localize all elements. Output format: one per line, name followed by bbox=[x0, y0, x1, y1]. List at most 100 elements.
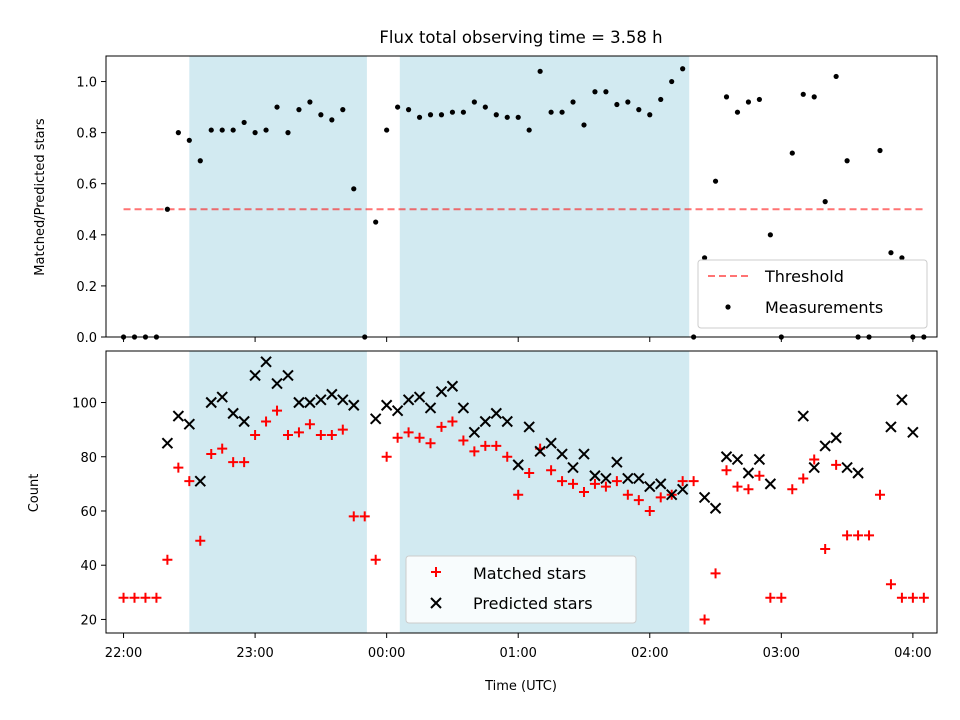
measurement-point bbox=[844, 158, 850, 164]
matched-point bbox=[173, 462, 184, 473]
measurement-point bbox=[614, 101, 620, 108]
predicted-point bbox=[435, 385, 448, 398]
matched-point bbox=[326, 430, 337, 441]
predicted-point bbox=[512, 459, 524, 471]
predicted-point bbox=[457, 402, 470, 414]
predicted-point bbox=[567, 461, 579, 474]
matched-point bbox=[546, 465, 557, 476]
matched-point bbox=[129, 592, 140, 603]
legend: Matched stars Predicted stars bbox=[405, 555, 637, 624]
bottom-y-axis-label: Count bbox=[27, 474, 42, 513]
predicted-point bbox=[183, 418, 196, 430]
matched-point bbox=[370, 554, 381, 565]
measurement-point bbox=[164, 206, 170, 212]
matched-point bbox=[217, 443, 228, 454]
matched-point bbox=[765, 592, 776, 603]
predicted-point bbox=[896, 394, 908, 406]
measurement-point bbox=[537, 68, 543, 74]
matched-point bbox=[721, 465, 732, 476]
measurement-point bbox=[186, 137, 192, 143]
matched-point bbox=[513, 489, 524, 500]
predicted-point bbox=[830, 432, 842, 444]
predicted-point bbox=[698, 491, 711, 504]
measurement-point bbox=[395, 104, 401, 110]
predicted-point bbox=[808, 461, 820, 474]
measurement-point bbox=[603, 89, 609, 95]
predicted-point bbox=[304, 396, 316, 409]
axes-frame bbox=[105, 350, 938, 634]
predicted-point bbox=[161, 437, 174, 449]
matched-point bbox=[469, 446, 480, 457]
measurement-point bbox=[416, 114, 423, 120]
measurement-point bbox=[723, 94, 730, 100]
matched-point bbox=[568, 478, 579, 489]
matched-point bbox=[239, 457, 250, 468]
measurement-point bbox=[767, 232, 773, 238]
matched-point bbox=[250, 430, 261, 441]
measurement-point bbox=[515, 114, 521, 120]
y-tick-label: 40 bbox=[80, 559, 97, 574]
matched-point bbox=[447, 416, 458, 427]
measurement-point bbox=[899, 255, 905, 261]
measurement-point bbox=[526, 127, 532, 133]
predicted-point bbox=[907, 426, 919, 439]
measurement-point bbox=[701, 255, 708, 261]
matched-point bbox=[140, 592, 151, 603]
x-axis-label: Time (UTC) bbox=[484, 679, 557, 694]
matched-point bbox=[458, 435, 469, 446]
y-tick-label: 0.6 bbox=[76, 178, 97, 193]
matched-point bbox=[732, 481, 743, 492]
legend-measurement-swatch bbox=[725, 304, 731, 310]
measurement-point bbox=[800, 91, 806, 97]
measurement-point bbox=[175, 130, 181, 136]
predicted-point bbox=[205, 396, 217, 409]
matched-point bbox=[743, 484, 754, 495]
predicted-point bbox=[468, 426, 481, 439]
predicted-point bbox=[282, 369, 294, 382]
predicted-point bbox=[885, 421, 897, 433]
matched-point bbox=[907, 592, 918, 603]
measurement-point bbox=[329, 117, 335, 123]
predicted-point bbox=[348, 399, 360, 411]
legend-threshold-label: Threshold bbox=[764, 267, 844, 286]
measurement-point bbox=[274, 104, 280, 110]
measurement-point bbox=[756, 96, 762, 103]
y-tick-label: 1.0 bbox=[76, 76, 97, 91]
measurement-point bbox=[658, 96, 664, 103]
predicted-point bbox=[402, 394, 415, 406]
matched-point bbox=[162, 554, 173, 565]
predicted-point bbox=[369, 413, 382, 425]
measurement-point bbox=[285, 130, 291, 136]
matched-point bbox=[261, 416, 272, 427]
measurement-point bbox=[581, 122, 587, 128]
predicted-point bbox=[644, 480, 656, 493]
matched-point bbox=[480, 440, 491, 451]
matched-point bbox=[272, 405, 283, 416]
measurement-point bbox=[647, 112, 653, 118]
matched-point bbox=[699, 614, 710, 625]
legend-measurement-label: Measurements bbox=[765, 298, 883, 317]
measurement-point bbox=[712, 178, 719, 184]
y-tick-label: 100 bbox=[72, 397, 97, 412]
matched-point bbox=[589, 478, 600, 489]
predicted-point bbox=[611, 456, 623, 468]
matched-point bbox=[315, 430, 326, 441]
predicted-point bbox=[578, 448, 590, 460]
measurement-point bbox=[449, 109, 456, 115]
predicted-point bbox=[556, 448, 568, 460]
matched-point bbox=[842, 530, 853, 541]
x-tick-label: 03:00 bbox=[763, 646, 800, 661]
y-tick-label: 60 bbox=[80, 505, 97, 520]
legend-predicted-label: Predicted stars bbox=[473, 594, 593, 613]
measurement-point bbox=[493, 112, 499, 118]
matched-point bbox=[578, 487, 589, 497]
measurement-point bbox=[427, 112, 434, 118]
predicted-point bbox=[534, 445, 546, 458]
y-tick-label: 0.4 bbox=[76, 229, 97, 244]
measurement-point bbox=[197, 158, 203, 164]
measurement-point bbox=[219, 127, 225, 133]
predicted-point bbox=[326, 388, 338, 401]
measurement-point bbox=[384, 127, 390, 133]
predicted-point bbox=[764, 478, 777, 490]
matched-point bbox=[403, 427, 414, 438]
